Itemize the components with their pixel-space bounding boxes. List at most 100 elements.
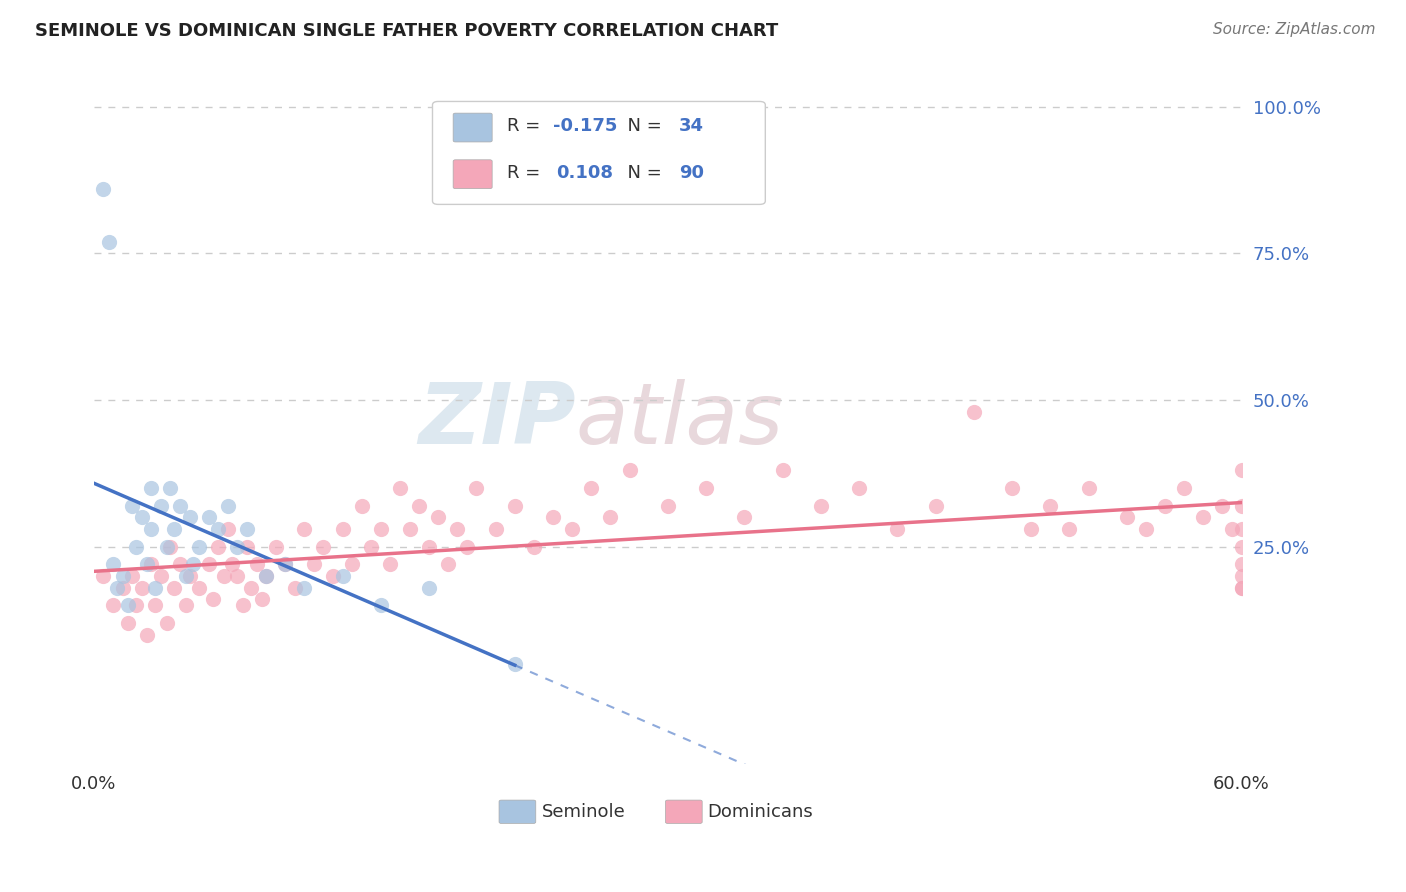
Point [427, 510, 450, 524]
Point [254, 569, 277, 583]
Point [93, 569, 115, 583]
Point [226, 569, 249, 583]
Point [370, 522, 392, 536]
Point [1230, 522, 1253, 536]
Point [292, 581, 315, 595]
Point [163, 522, 186, 536]
Point [131, 581, 153, 595]
Point [1230, 569, 1253, 583]
Point [101, 558, 124, 572]
Point [332, 522, 354, 536]
Text: N =: N = [616, 117, 668, 136]
Point [98, 235, 121, 249]
Point [207, 540, 229, 554]
Point [657, 499, 679, 513]
Point [1230, 540, 1253, 554]
FancyBboxPatch shape [453, 113, 492, 142]
Point [141, 558, 163, 572]
Point [121, 569, 143, 583]
Point [117, 599, 139, 613]
Point [125, 540, 148, 554]
Point [141, 481, 163, 495]
Point [239, 581, 262, 595]
Point [159, 540, 181, 554]
FancyBboxPatch shape [433, 102, 765, 204]
Text: 0.108: 0.108 [557, 164, 613, 182]
Point [169, 558, 191, 572]
Point [340, 558, 363, 572]
Text: -0.175: -0.175 [553, 117, 617, 136]
Point [236, 540, 259, 554]
Point [156, 540, 179, 554]
Point [226, 540, 249, 554]
Point [388, 481, 411, 495]
Point [136, 558, 159, 572]
Point [886, 522, 908, 536]
Text: 90: 90 [679, 164, 704, 182]
Point [179, 510, 201, 524]
Point [619, 463, 641, 477]
Point [1173, 481, 1195, 495]
Text: Seminole: Seminole [541, 803, 626, 821]
Point [183, 558, 205, 572]
Point [274, 558, 297, 572]
Point [143, 581, 166, 595]
Point [143, 599, 166, 613]
Point [174, 599, 197, 613]
Point [105, 581, 128, 595]
Point [1019, 522, 1042, 536]
Point [436, 558, 458, 572]
Point [163, 581, 186, 595]
Point [446, 522, 468, 536]
Point [1230, 581, 1253, 595]
Point [111, 569, 134, 583]
Point [1230, 581, 1253, 595]
Point [232, 599, 254, 613]
Point [302, 558, 325, 572]
Point [312, 540, 335, 554]
FancyBboxPatch shape [665, 800, 702, 823]
Point [1077, 481, 1099, 495]
Point [131, 510, 153, 524]
Point [581, 481, 603, 495]
Point [254, 569, 277, 583]
Point [772, 463, 794, 477]
Point [1230, 499, 1253, 513]
Point [332, 569, 354, 583]
Point [141, 522, 163, 536]
Point [503, 657, 526, 671]
Point [541, 510, 564, 524]
Point [465, 481, 488, 495]
Point [174, 569, 197, 583]
Point [456, 540, 478, 554]
Point [418, 581, 440, 595]
FancyBboxPatch shape [499, 800, 536, 823]
Point [188, 581, 211, 595]
Point [1211, 499, 1233, 513]
Point [523, 540, 546, 554]
Point [156, 615, 179, 630]
Point [236, 522, 259, 536]
Point [810, 499, 832, 513]
Point [695, 481, 717, 495]
Point [1115, 510, 1137, 524]
Point [188, 540, 211, 554]
Point [1059, 522, 1081, 536]
Point [212, 569, 235, 583]
Text: R =: R = [508, 164, 551, 182]
Point [561, 522, 583, 536]
Point [125, 599, 148, 613]
Point [111, 581, 134, 595]
Point [179, 569, 201, 583]
Text: R =: R = [508, 117, 546, 136]
Point [1001, 481, 1024, 495]
Point [136, 628, 159, 642]
Point [245, 558, 267, 572]
Point [963, 405, 986, 419]
Point [117, 615, 139, 630]
Point [398, 522, 420, 536]
Point [360, 540, 382, 554]
Point [350, 499, 373, 513]
Point [217, 522, 239, 536]
Point [292, 522, 315, 536]
